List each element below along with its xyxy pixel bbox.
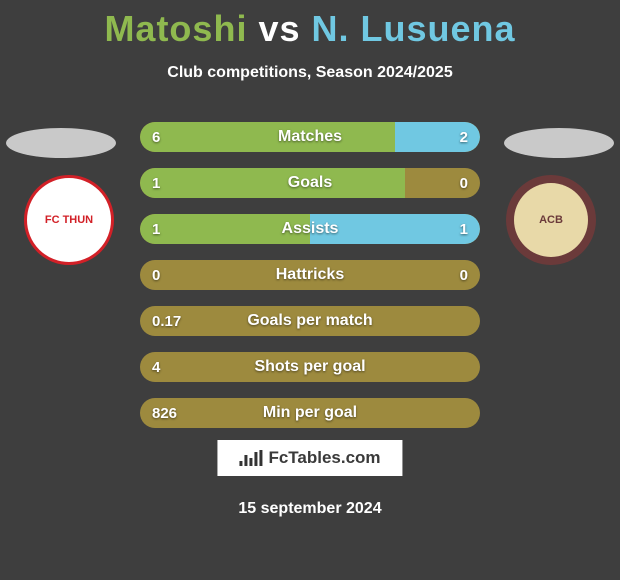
title-vs: vs (258, 8, 300, 49)
stat-row: 11Assists (140, 214, 480, 244)
page-title: Matoshi vs N. Lusuena (0, 0, 620, 50)
title-player-right: N. Lusuena (312, 8, 516, 49)
fctables-logo: FcTables.com (217, 440, 402, 476)
stat-label: Hattricks (140, 260, 480, 290)
stat-row: 826Min per goal (140, 398, 480, 428)
stat-row: 00Hattricks (140, 260, 480, 290)
club-badge-right: ACB (506, 175, 596, 265)
stat-label: Min per goal (140, 398, 480, 428)
stat-row: 4Shots per goal (140, 352, 480, 382)
logo-text: FcTables.com (268, 448, 380, 468)
subtitle: Club competitions, Season 2024/2025 (0, 64, 620, 82)
stat-label: Goals (140, 168, 480, 198)
stat-label: Matches (140, 122, 480, 152)
title-player-left: Matoshi (104, 8, 247, 49)
club-badge-left: FC THUN (24, 175, 114, 265)
stat-row: 0.17Goals per match (140, 306, 480, 336)
stat-label: Assists (140, 214, 480, 244)
stat-label: Goals per match (140, 306, 480, 336)
comparison-card: Matoshi vs N. Lusuena Club competitions,… (0, 0, 620, 580)
club-badge-right-label: ACB (514, 183, 588, 257)
date-label: 15 september 2024 (0, 500, 620, 518)
stat-label: Shots per goal (140, 352, 480, 382)
chart-icon (239, 450, 262, 466)
player-photo-left-placeholder (6, 128, 116, 158)
stats-bars: 62Matches 10Goals 11Assists 00Hattricks 0.17… (140, 122, 480, 444)
player-photo-right-placeholder (504, 128, 614, 158)
club-badge-left-label: FC THUN (32, 183, 106, 257)
stat-row: 10Goals (140, 168, 480, 198)
stat-row: 62Matches (140, 122, 480, 152)
